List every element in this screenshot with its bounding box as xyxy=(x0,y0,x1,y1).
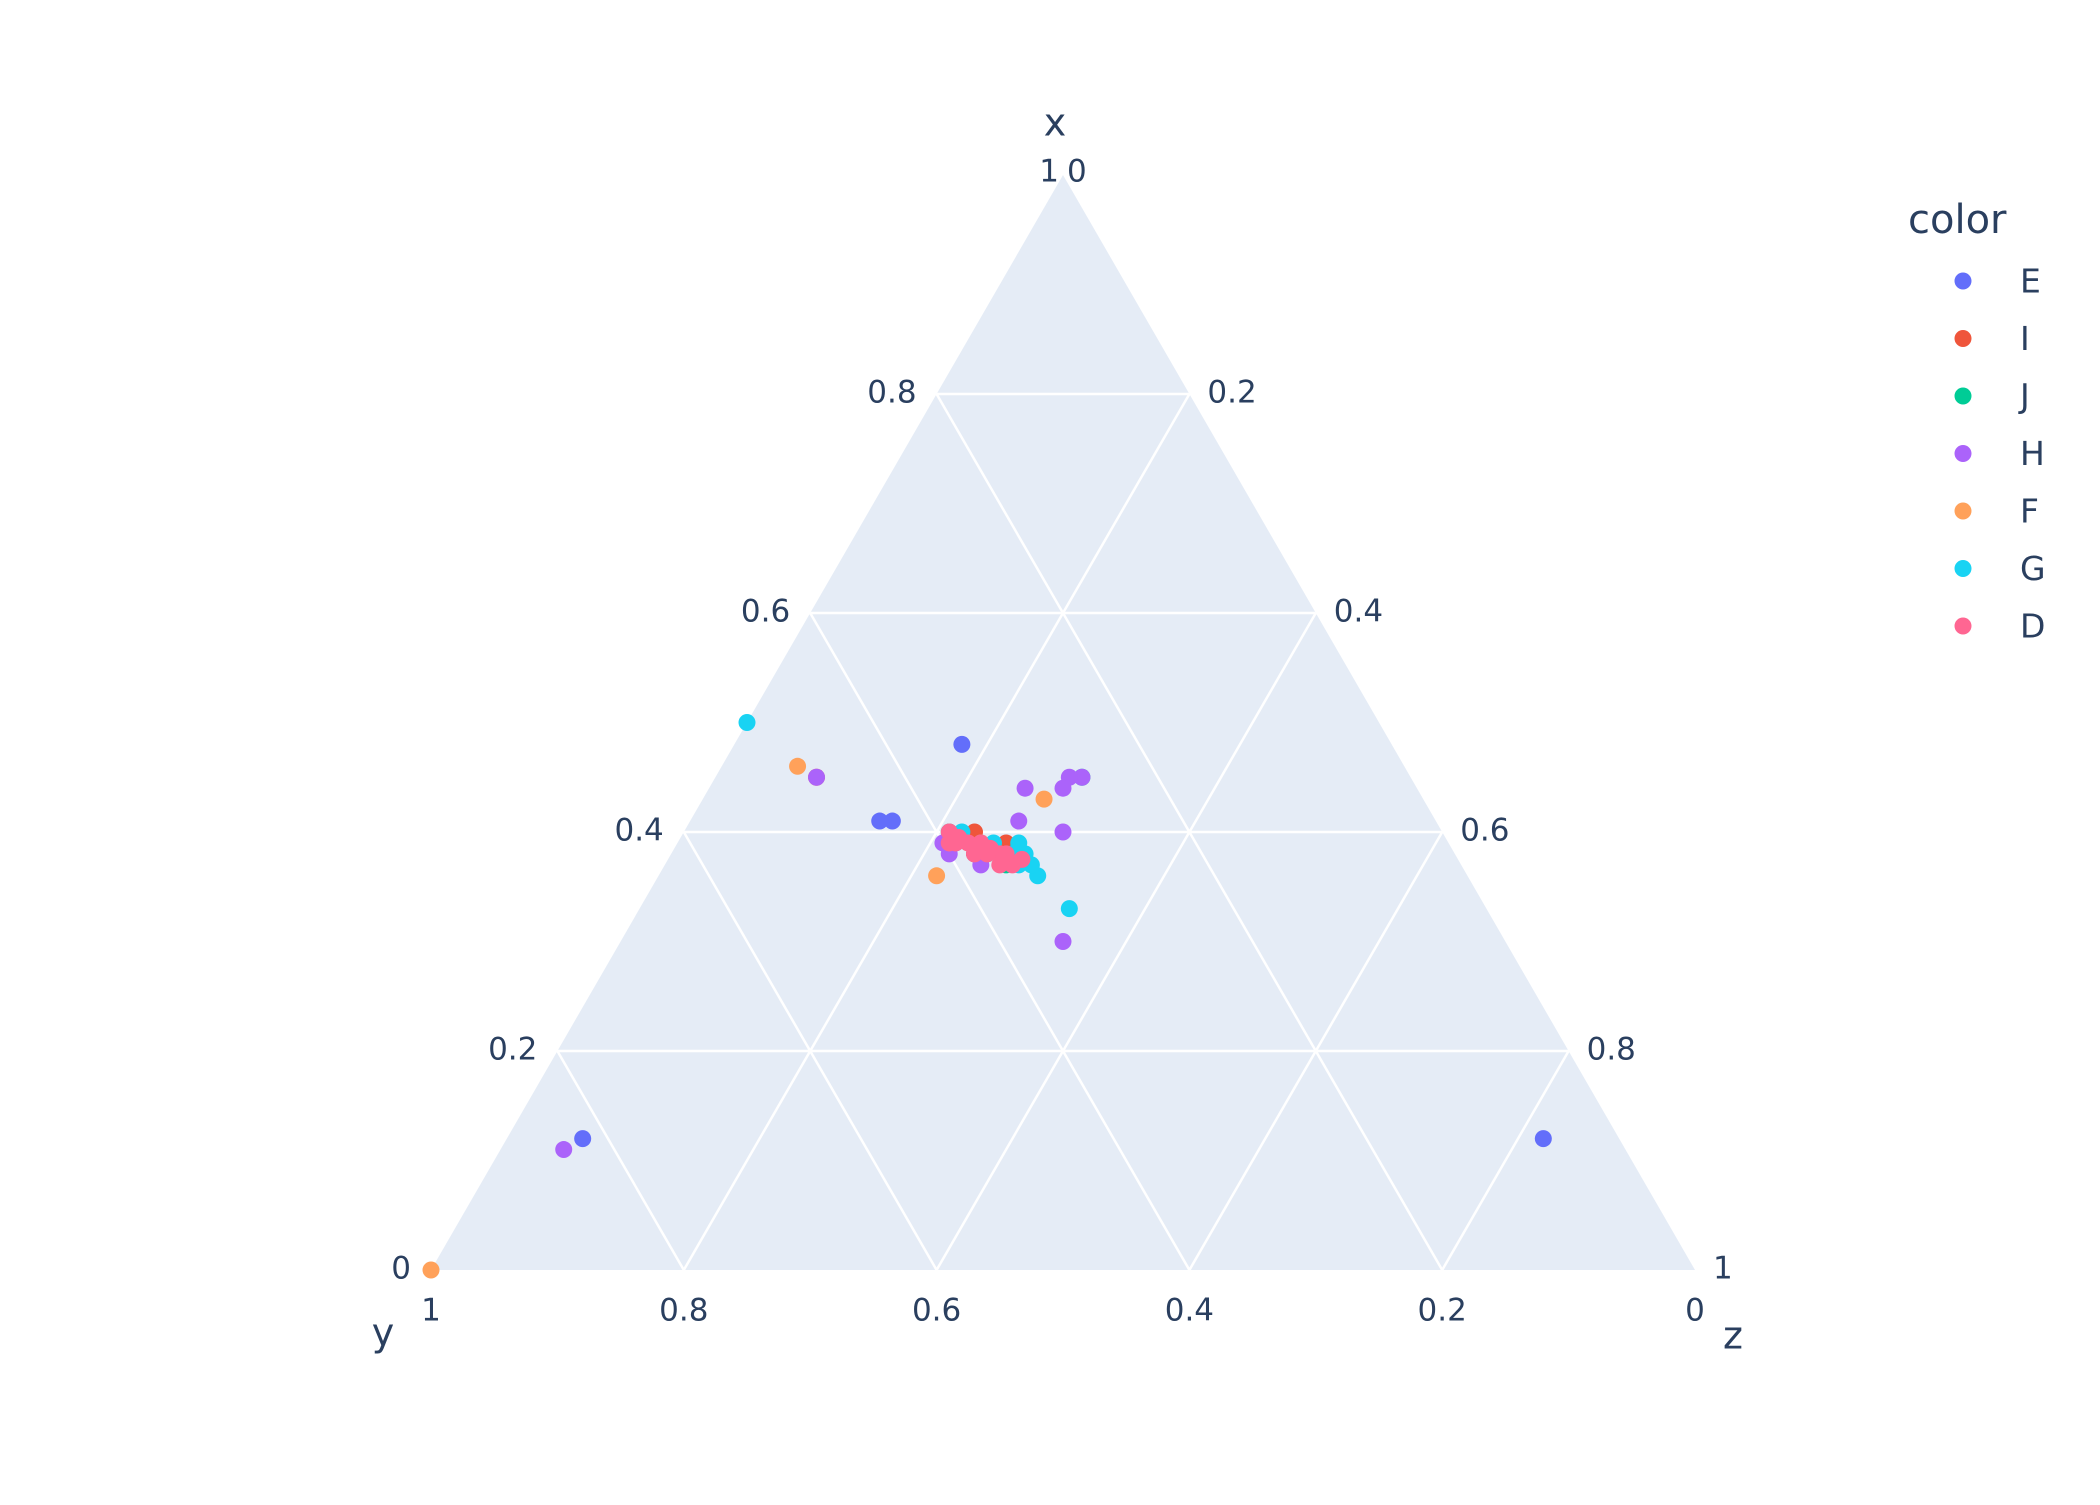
x-tick-label: 1 xyxy=(1039,154,1059,190)
data-point xyxy=(883,812,901,830)
y-tick-label: 0 xyxy=(1685,1293,1705,1329)
data-point xyxy=(555,1141,573,1159)
data-point xyxy=(738,714,756,731)
z-tick-label: 0 xyxy=(1067,154,1087,190)
legend-label: E xyxy=(2020,262,2041,301)
data-point xyxy=(808,768,826,786)
x-tick-label: 0.2 xyxy=(488,1032,537,1068)
z-tick-label: 1 xyxy=(1713,1251,1733,1287)
legend-marker xyxy=(1954,330,1972,347)
legend-label: F xyxy=(2020,492,2039,531)
z-tick-label: 0.8 xyxy=(1587,1032,1636,1068)
data-point xyxy=(422,1261,440,1279)
data-point xyxy=(1010,834,1028,852)
legend-label: H xyxy=(2020,434,2045,473)
data-point xyxy=(953,735,971,753)
legend-label: D xyxy=(2020,607,2045,646)
legend-marker xyxy=(1954,617,1972,635)
data-point xyxy=(1035,790,1053,808)
axis-labels: 00.20.40.60.81 00.20.40.60.811 0.8 0.6 0.4 0.… xyxy=(372,101,1743,1358)
legend-title: color xyxy=(1908,197,2007,243)
data-points xyxy=(422,714,1552,1279)
data-point xyxy=(1013,850,1031,868)
legend-marker xyxy=(1954,445,1972,462)
data-point xyxy=(1054,823,1072,841)
data-point xyxy=(1010,812,1028,830)
data-point xyxy=(928,867,946,885)
x-tick-label: 0.6 xyxy=(741,594,790,630)
y-tick-label: 0.8 xyxy=(659,1293,708,1329)
grid-line-z xyxy=(1188,831,1444,1271)
data-point xyxy=(981,839,999,857)
data-point xyxy=(871,812,889,830)
z-axis-title: z xyxy=(1723,1314,1743,1358)
grid-line-y xyxy=(809,612,1191,1271)
data-point xyxy=(1054,933,1072,950)
data-point xyxy=(940,834,958,852)
series-D xyxy=(940,823,1031,874)
data-point xyxy=(1534,1130,1552,1148)
legend-label: I xyxy=(2020,319,2030,358)
x-tick-label: 0 xyxy=(391,1251,411,1287)
x-tick-label: 0.4 xyxy=(614,813,663,849)
x-axis-title: x xyxy=(1044,101,1067,145)
data-point xyxy=(991,856,1009,874)
z-tick-label: 0.2 xyxy=(1207,375,1256,411)
y-tick-label: 0.2 xyxy=(1418,1293,1467,1329)
y-tick-label: 0.6 xyxy=(912,1293,961,1329)
y-tick-label: 1 xyxy=(421,1293,441,1329)
y-axis-title: y xyxy=(372,1311,395,1355)
legend-label: G xyxy=(2020,549,2046,588)
legend-marker xyxy=(1954,387,1972,405)
plot-area xyxy=(431,175,1695,1271)
legend-marker xyxy=(1954,560,1972,577)
legend-marker xyxy=(1954,502,1972,520)
data-point xyxy=(966,845,984,863)
data-point xyxy=(1016,779,1034,797)
x-tick-label: 0.8 xyxy=(867,375,916,411)
data-point xyxy=(1054,779,1072,797)
grid-line-y xyxy=(682,831,938,1271)
z-tick-label: 0.4 xyxy=(1334,594,1383,630)
ternary-background xyxy=(431,175,1695,1270)
data-point xyxy=(574,1130,592,1148)
legend-label: J xyxy=(2018,377,2030,416)
legend-marker xyxy=(1954,272,1972,290)
y-tick-label: 0.4 xyxy=(1165,1293,1214,1329)
data-point xyxy=(1060,900,1078,918)
data-point xyxy=(789,757,807,775)
data-point xyxy=(1073,768,1091,786)
grid-line-z xyxy=(1441,1050,1570,1271)
z-tick-label: 0.6 xyxy=(1460,813,1509,849)
grid-line-y xyxy=(556,1050,685,1271)
grid-line-z xyxy=(935,612,1317,1271)
